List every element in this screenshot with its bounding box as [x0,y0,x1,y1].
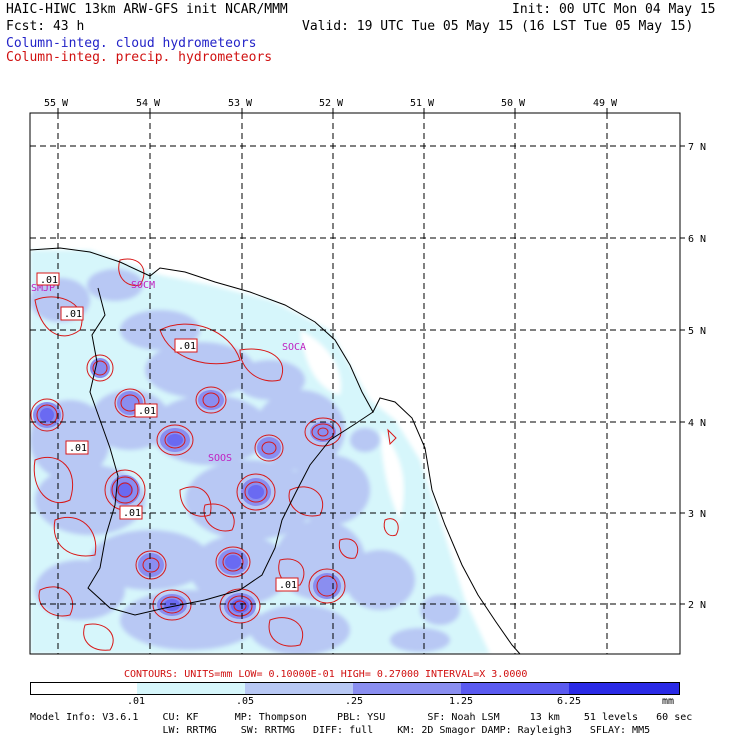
contour-label-box: .01 [65,440,89,455]
lon-label: 54 W [136,98,161,109]
precip-contours [30,258,399,651]
hydrometeor-field [30,250,490,654]
legend-precip: Column-integ. precip. hydrometeors [6,50,273,65]
init-time: Init: 00 UTC Mon 04 May 15 [512,2,716,17]
contour-label-box: .01 [174,338,198,353]
map-frame [29,112,681,655]
contour-label-box: .01 [134,403,158,418]
scale-label: .05 [236,696,255,707]
contour-label-box: .01 [60,306,84,321]
scale-cell [461,682,569,695]
contour-label: .01 [64,309,82,320]
forecast-hour: Fcst: 43 h [6,19,85,34]
lon-label: 52 W [319,98,344,109]
lat-ticks [680,145,685,605]
coastline-borders [30,247,521,654]
lat-label: 7 N [688,142,706,153]
contour-label: .01 [138,406,156,417]
scale-cell [30,682,138,695]
valid-time: Valid: 19 UTC Tue 05 May 15 (16 LST Tue … [302,19,694,34]
station-label: SOCM [131,280,155,291]
scale-cell [245,682,353,695]
contour-label: .01 [69,443,87,454]
station-label: SMJP [31,283,55,294]
contour-label-box: .01 [275,577,299,592]
scale-cell [569,682,680,695]
model-info-line2: LW: RRTMG SW: RRTMG DIFF: full KM: 2D Sm… [30,725,651,736]
contour-info: CONTOURS: UNITS=mm LOW= 0.10000E-01 HIGH… [124,669,528,680]
contour-label: .01 [40,275,58,286]
scale-unit: mm [662,696,675,707]
contour-label: .01 [123,508,141,519]
scale-label: 1.25 [449,696,474,707]
contour-label: .01 [279,580,297,591]
lon-label: 49 W [593,98,618,109]
scale-cell [137,682,245,695]
contour-label: .01 [178,341,196,352]
lat-label: 2 N [688,600,706,611]
scale-label: .01 [127,696,146,707]
legend-cloud: Column-integ. cloud hydrometeors [6,36,257,51]
lon-label: 50 W [501,98,526,109]
contour-label-box: .01 [36,272,60,286]
contour-label-box: .01 [119,505,143,520]
lat-label: 3 N [688,509,706,520]
station-label: SOOS [208,453,232,464]
title-line: HAIC-HIWC 13km ARW-GFS init NCAR/MMM [6,2,288,17]
latlon-grid [30,113,680,654]
lon-label: 51 W [410,98,435,109]
lon-ticks [57,108,608,113]
lat-label: 4 N [688,418,706,429]
lat-label: 6 N [688,234,706,245]
station-label: SOCA [282,342,306,353]
lat-label: 5 N [688,326,706,337]
scale-label: 6.25 [557,696,582,707]
scale-label: .25 [345,696,364,707]
model-info-line1: Model Info: V3.6.1 CU: KF MP: Thompson P… [30,712,693,723]
scale-cell [353,682,461,695]
lon-label: 53 W [228,98,253,109]
lon-label: 55 W [44,98,69,109]
